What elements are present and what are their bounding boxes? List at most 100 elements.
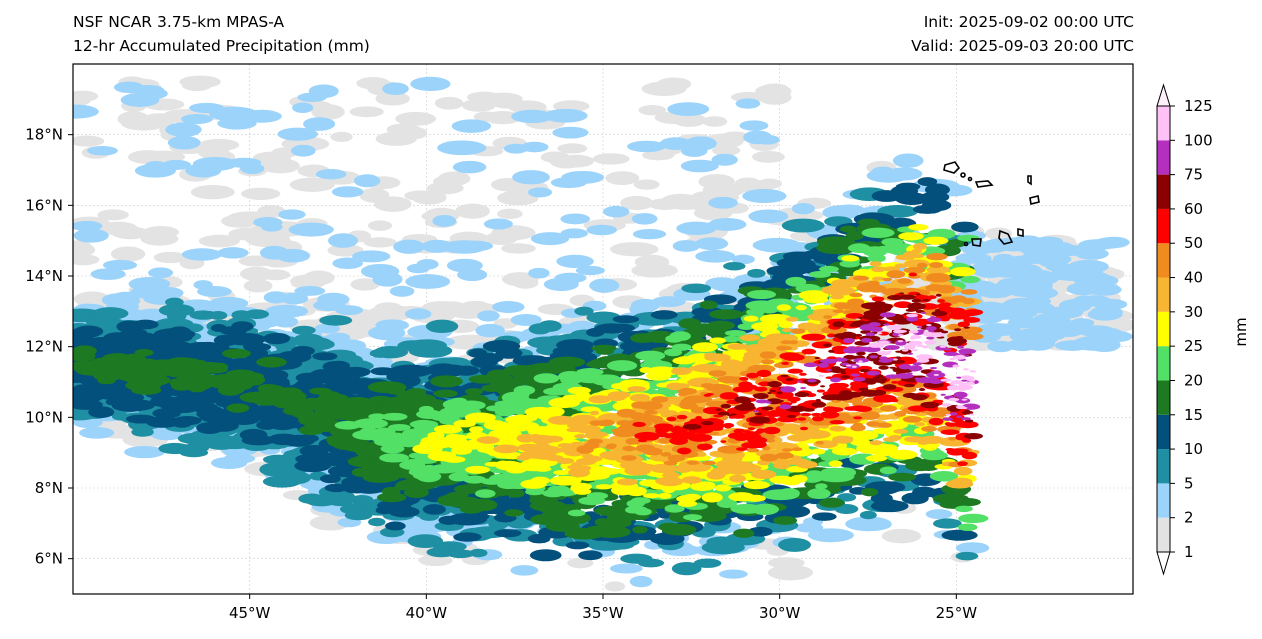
precip-cell [399, 460, 426, 470]
precip-cell [406, 263, 430, 274]
precip-cell [73, 240, 93, 254]
precip-cell [240, 162, 265, 175]
precip-cell [208, 310, 228, 320]
precip-cell [1008, 315, 1039, 329]
precip-cell [210, 362, 229, 371]
precip-cell [263, 291, 289, 304]
precip-cell [957, 234, 980, 242]
precip-cell [727, 343, 749, 350]
precip-cell [483, 218, 513, 230]
precip-cell [560, 375, 582, 385]
precip-cell [904, 436, 926, 443]
precip-cell [404, 308, 432, 320]
precip-cell [881, 237, 904, 247]
precip-cell [829, 425, 847, 432]
precip-cell [632, 228, 667, 240]
precip-cell [870, 499, 909, 513]
init-time: Init: 2025-09-02 00:00 UTC [923, 13, 1134, 31]
precip-cell [629, 393, 651, 402]
precip-cell [315, 168, 347, 180]
precip-cell [363, 237, 397, 248]
precip-cell [757, 89, 792, 105]
precip-cell [903, 250, 919, 258]
precip-cell [592, 153, 630, 165]
precip-cell [908, 224, 929, 231]
precip-cell [446, 549, 475, 559]
precip-cell [73, 90, 99, 102]
precip-cell [548, 397, 580, 409]
precip-cell [73, 384, 97, 394]
precip-cell [371, 432, 396, 444]
precip-cell [751, 150, 785, 163]
precip-cell [422, 504, 446, 515]
precip-cell [278, 209, 306, 220]
precip-cell [895, 192, 929, 205]
precip-cell [768, 557, 805, 569]
precip-cell [325, 332, 351, 343]
precip-cell [350, 457, 379, 468]
precip-cell [671, 343, 692, 351]
precip-cell [925, 509, 953, 520]
precip-cell [643, 357, 662, 365]
precip-cell [567, 509, 586, 517]
precip-cell [380, 444, 405, 454]
precip-cell [350, 278, 380, 291]
precip-cell [167, 135, 201, 150]
precip-cell [711, 153, 738, 166]
precip-cell [475, 323, 505, 338]
precip-cell [677, 500, 698, 508]
precip-cell [781, 218, 825, 233]
precip-cell [682, 493, 701, 501]
precip-cell [560, 228, 588, 239]
precip-cell [893, 429, 909, 434]
precip-cell [888, 434, 902, 441]
precip-cell [451, 119, 492, 133]
precip-cell [662, 471, 680, 479]
precip-cell [503, 143, 529, 154]
precip-cell [681, 283, 712, 294]
precip-cell [277, 127, 318, 141]
precip-cell [879, 466, 897, 475]
precip-cell [73, 135, 105, 147]
precip-cell [791, 203, 815, 215]
precip-cell [172, 419, 192, 428]
precip-cell [209, 106, 259, 122]
precip-cell [288, 222, 334, 237]
precip-cell [550, 177, 587, 189]
precip-cell [539, 505, 557, 513]
precip-cell [709, 337, 727, 344]
precip-cell [256, 356, 287, 368]
precip-cell [703, 352, 718, 358]
precip-cell [314, 323, 340, 334]
precip-cell [609, 563, 643, 574]
precip-cell [926, 253, 948, 261]
precip-cell [722, 453, 743, 464]
precip-cell [632, 525, 648, 534]
precip-cell [567, 557, 594, 569]
precip-cell [316, 423, 337, 433]
precip-cell [733, 528, 755, 538]
precip-cell [408, 343, 453, 358]
chart-title: NSF NCAR 3.75-km MPAS-A [73, 13, 285, 31]
precip-cell [412, 470, 438, 481]
precip-cell [818, 497, 845, 508]
precip-cell [807, 528, 854, 543]
precip-cell [1038, 253, 1072, 265]
precip-cell [748, 209, 789, 224]
precip-cell [586, 311, 621, 324]
precip-cell [110, 246, 146, 262]
precip-cell [702, 182, 746, 198]
precip-cell [631, 497, 651, 505]
precip-cell [1033, 313, 1069, 326]
precip-cell [869, 440, 883, 446]
precip-cell [128, 277, 171, 291]
precip-cell [729, 474, 746, 483]
precip-cell [531, 434, 555, 445]
precip-cell [629, 575, 653, 588]
precip-cell [196, 422, 224, 434]
precip-cell [808, 270, 831, 278]
precip-cell [949, 266, 976, 277]
precip-cell [840, 225, 857, 233]
precip-cell [473, 111, 501, 122]
precip-cell [833, 204, 865, 215]
